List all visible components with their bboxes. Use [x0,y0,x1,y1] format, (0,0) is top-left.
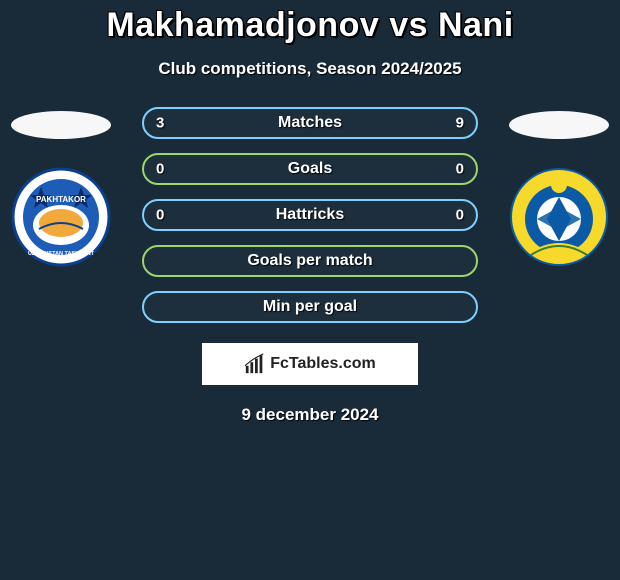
comparison-card: Makhamadjonov vs Nani Club competitions,… [0,0,620,425]
svg-text:PAKHTAKOR: PAKHTAKOR [36,195,86,204]
stat-bar-goals-per-match: Goals per match [142,245,478,277]
al-gharafa-crest [509,167,609,267]
page-title: Makhamadjonov vs Nani [0,6,620,45]
stat-label: Min per goal [263,298,357,316]
pakhtakor-crest-icon: PAKHTAKOR UZBEKISTAN TASHKENT [11,167,111,267]
al-gharafa-crest-icon [509,167,609,267]
brand-name: FcTables.com [270,355,376,373]
brand-attribution[interactable]: FcTables.com [202,343,418,385]
right-player-photo-placeholder [509,111,609,139]
stat-bar-matches: 3 Matches 9 [142,107,478,139]
subtitle: Club competitions, Season 2024/2025 [0,59,620,79]
right-player-column [504,107,614,267]
stat-left-value: 3 [156,115,164,132]
generated-date: 9 december 2024 [0,405,620,425]
stat-bar-hattricks: 0 Hattricks 0 [142,199,478,231]
stat-label: Matches [278,114,342,132]
stat-bar-min-per-goal: Min per goal [142,291,478,323]
stat-bar-goals: 0 Goals 0 [142,153,478,185]
stat-right-value: 9 [456,115,464,132]
chart-bars-icon [244,353,266,375]
stat-left-value: 0 [156,161,164,178]
stat-right-value: 0 [456,207,464,224]
pakhtakor-crest: PAKHTAKOR UZBEKISTAN TASHKENT [11,167,111,267]
stat-label: Goals per match [247,252,372,270]
stat-label: Goals [288,160,332,178]
stats-bars: 3 Matches 9 0 Goals 0 0 Hattricks 0 Goal… [130,107,490,323]
content-row: PAKHTAKOR UZBEKISTAN TASHKENT 3 Matches … [0,107,620,323]
left-player-photo-placeholder [11,111,111,139]
stat-left-value: 0 [156,207,164,224]
stat-label: Hattricks [276,206,344,224]
stat-right-value: 0 [456,161,464,178]
left-player-column: PAKHTAKOR UZBEKISTAN TASHKENT [6,107,116,267]
svg-text:UZBEKISTAN TASHKENT: UZBEKISTAN TASHKENT [28,251,95,257]
